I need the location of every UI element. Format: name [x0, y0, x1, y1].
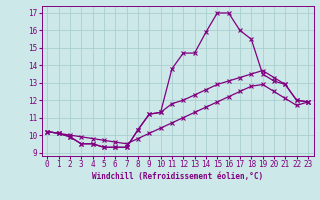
X-axis label: Windchill (Refroidissement éolien,°C): Windchill (Refroidissement éolien,°C)	[92, 172, 263, 181]
